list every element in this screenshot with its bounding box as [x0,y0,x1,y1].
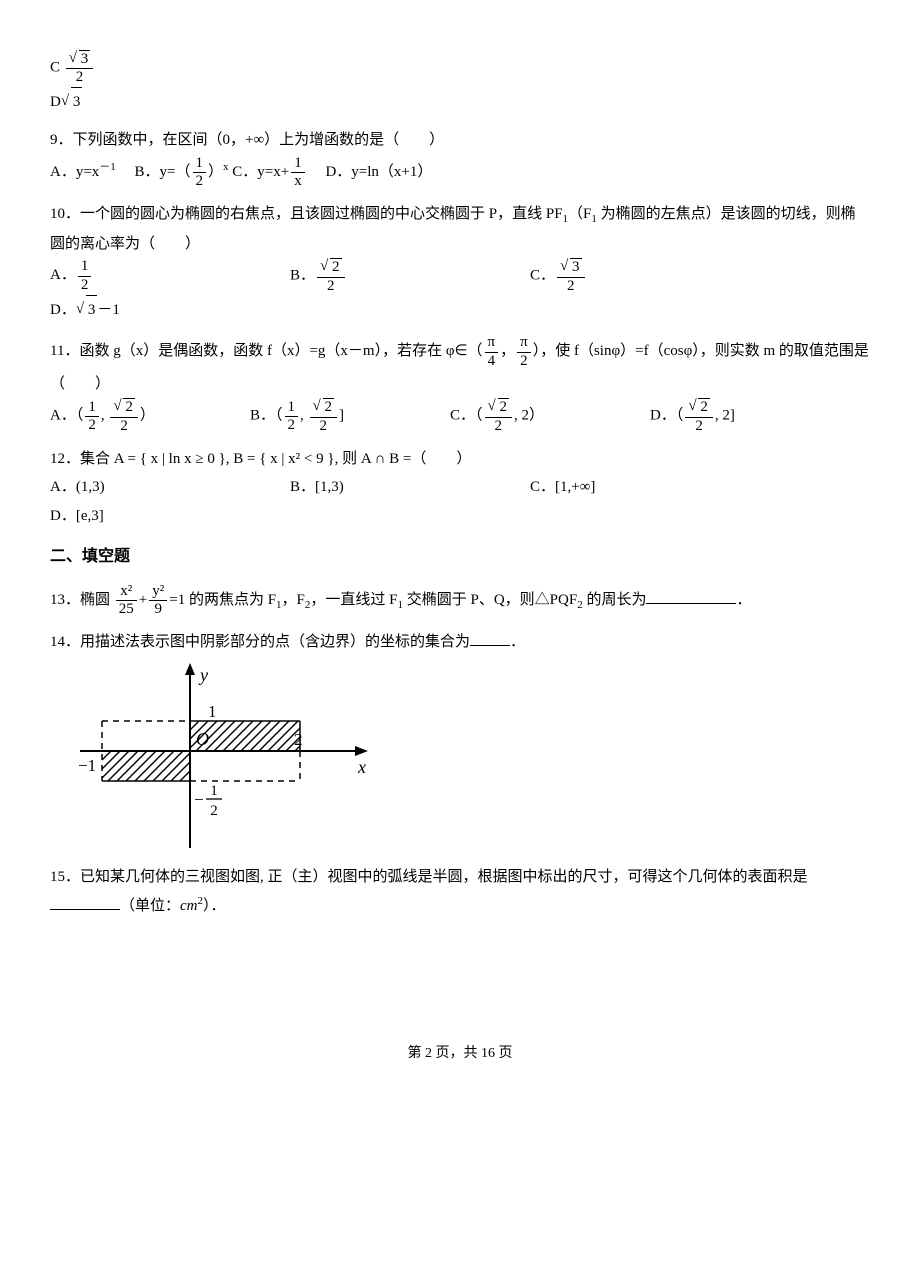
q10-B: B．22 [290,258,490,295]
q13: 13．椭圆 x²25+y²9=1 的两焦点为 F1，F2，一直线过 F1 交椭圆… [50,583,870,619]
q12-options: A．(1,3) B．[1,3) C．[1,+∞] D．[e,3] [50,473,870,530]
q10-C: C．32 [530,258,730,295]
q11: 11．函数 g（x）是偶函数，函数 f（x）=g（x－m），若存在 φ∈（π4，… [50,334,870,435]
q8-optD: D3 [50,87,870,117]
q13-blank [646,588,736,604]
q9-stem: 9．下列函数中，在区间（0，+∞）上为增函数的是（ ） [50,126,870,155]
svg-text:1: 1 [208,702,217,721]
q11-C: C．（22, 2） [450,398,610,435]
q13-term1: x²25 [116,583,137,619]
q14: 14．用描述法表示图中阴影部分的点（含边界）的坐标的集合为． yxO1−12−1… [50,628,870,853]
q12-B: B．[1,3) [290,473,490,502]
q13-pre: 13．椭圆 [50,592,110,608]
q8-optC-den: 2 [66,68,94,86]
q10-stem: 10．一个圆的圆心为椭圆的右焦点，且该圆过椭圆的中心交椭圆于 P，直线 PF1（… [50,200,870,258]
svg-text:O: O [196,729,209,749]
q12-C: C．[1,+∞] [530,473,730,502]
q8-optD-rad: 3 [71,87,83,117]
footer-page: 2 [425,1046,432,1061]
q9-D: D．y=ln（x+1） [325,164,432,180]
q8-optC-frac: 3 2 [66,50,94,87]
svg-text:2: 2 [210,803,218,819]
q8-optC-num: 3 [79,50,91,68]
q15-stem: 15．已知某几何体的三视图如图, 正（主）视图中的弧线是半圆，根据图中标出的尺寸… [50,869,808,885]
page-footer: 第 2 页，共 16 页 [50,1041,870,1068]
q13-term2: y²9 [149,583,167,619]
q14-blank [470,630,510,646]
q9: 9．下列函数中，在区间（0，+∞）上为增函数的是（ ） A．y=x－1 B．y=… [50,126,870,190]
q15: 15．已知某几何体的三视图如图, 正（主）视图中的弧线是半圆，根据图中标出的尺寸… [50,863,870,921]
q12-A: A．(1,3) [50,473,250,502]
svg-text:1: 1 [210,783,218,799]
q11-options: A．（12, 22） B．（12, 22] C．（22, 2） D．（22, 2… [50,398,870,435]
svg-text:x: x [357,757,366,777]
q10: 10．一个圆的圆心为椭圆的右焦点，且该圆过椭圆的中心交椭圆于 P，直线 PF1（… [50,200,870,324]
q11-stem: 11．函数 g（x）是偶函数，函数 f（x）=g（x－m），若存在 φ∈（π4，… [50,334,870,398]
q8-options: C 3 2 D3 [50,50,870,116]
q11-B: B．（12, 22] [250,398,410,435]
q14-figure: yxO1−12−12 [70,663,370,853]
svg-text:y: y [198,665,208,685]
q9-A: A．y=x－1 [50,164,116,180]
svg-text:−: − [194,790,204,809]
q8-optC-prefix: C [50,60,60,76]
q12-stem: 12．集合 A = { x | ln x ≥ 0 }, B = { x | x²… [50,445,870,474]
q11-A: A．（12, 22） [50,398,210,435]
q15-blank [50,894,120,910]
q15-unit: cm [180,898,198,914]
q14-stem: 14．用描述法表示图中阴影部分的点（含边界）的坐标的集合为． [50,628,870,657]
q10-A: A．12 [50,258,250,295]
q8-optD-prefix: D [50,94,61,110]
footer-total: 16 [481,1046,495,1061]
q11-D: D．（22, 2] [650,398,810,435]
q9-B: B．y=（12）x [135,164,233,180]
svg-text:2: 2 [294,730,303,749]
q12: 12．集合 A = { x | ln x ≥ 0 }, B = { x | x²… [50,445,870,531]
q9-C: C．y=x+1x [232,164,310,180]
q12-D: D．[e,3] [50,502,250,531]
q9-options: A．y=x－1 B．y=（12）x C．y=x+1x D．y=ln（x+1） [50,155,870,191]
q10-options: A．12 B．22 C．32 D．3－1 [50,258,870,324]
q8-optC: C 3 2 [50,50,870,87]
section2-heading: 二、填空题 [50,542,870,572]
q10-D: D．3－1 [50,295,250,325]
svg-text:−1: −1 [78,756,96,775]
